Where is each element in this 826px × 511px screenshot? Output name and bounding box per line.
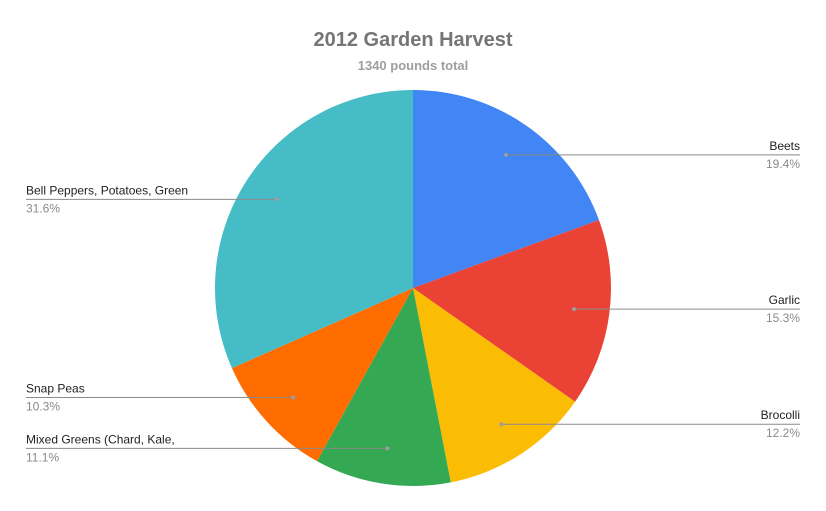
pie-slice-mixed-greens-chard-kale[interactable] bbox=[316, 288, 451, 486]
chart-subtitle: 1340 pounds total bbox=[358, 58, 469, 73]
leader-dot-snap-peas bbox=[291, 395, 296, 400]
leader-dot-bell-peppers-potatoes-green bbox=[274, 197, 279, 202]
slice-percent-mixed-greens-chard-kale: 11.1% bbox=[26, 450, 59, 464]
slice-label-garlic: Garlic bbox=[769, 293, 800, 307]
slice-label-mixed-greens-chard-kale: Mixed Greens (Chard, Kale, bbox=[26, 432, 175, 446]
slice-labels: Beets 19.4% Garlic 15.3% Brocolli 12.2% Mixed … bbox=[26, 139, 800, 464]
slice-label-bell-peppers-potatoes-green: Bell Peppers, Potatoes, Green bbox=[26, 183, 188, 197]
pie-slice-beets[interactable] bbox=[413, 90, 599, 288]
leader-dot-garlic bbox=[571, 307, 576, 312]
slice-percent-brocolli: 12.2% bbox=[766, 426, 800, 440]
pie-slices bbox=[215, 90, 612, 486]
pie-slice-bell-peppers-potatoes-green[interactable] bbox=[215, 90, 413, 369]
slice-percent-snap-peas: 10.3% bbox=[26, 400, 60, 414]
pie-slice-snap-peas[interactable] bbox=[231, 288, 413, 462]
leader-dot-beets bbox=[504, 152, 509, 157]
pie-slice-brocolli[interactable] bbox=[413, 288, 576, 483]
slice-percent-beets: 19.4% bbox=[766, 157, 800, 171]
chart-title: 2012 Garden Harvest bbox=[313, 29, 512, 51]
slice-percent-garlic: 15.3% bbox=[766, 311, 800, 325]
slice-percent-bell-peppers-potatoes-green: 31.6% bbox=[26, 201, 60, 215]
slice-label-brocolli: Brocolli bbox=[761, 408, 800, 422]
leader-dot-brocolli bbox=[499, 422, 504, 427]
pie-slice-garlic[interactable] bbox=[413, 219, 612, 402]
slice-label-beets: Beets bbox=[769, 139, 800, 153]
leader-dot-mixed-greens-chard-kale bbox=[385, 446, 390, 451]
slice-label-snap-peas: Snap Peas bbox=[26, 382, 85, 396]
